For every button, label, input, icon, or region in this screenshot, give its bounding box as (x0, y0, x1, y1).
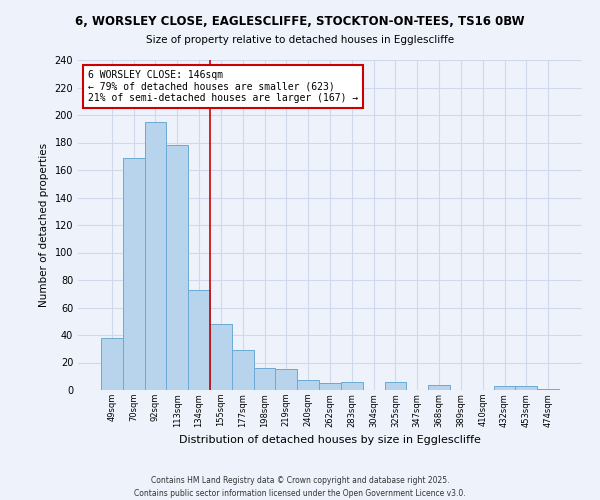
Text: Size of property relative to detached houses in Egglescliffe: Size of property relative to detached ho… (146, 35, 454, 45)
Bar (123, 158, 145, 390)
Bar (166, 145, 188, 390)
Bar (101, 338, 123, 390)
Bar (515, 386, 537, 390)
Text: Contains HM Land Registry data © Crown copyright and database right 2025.
Contai: Contains HM Land Registry data © Crown c… (134, 476, 466, 498)
Bar (428, 384, 450, 390)
Bar (232, 350, 254, 390)
Bar (385, 382, 406, 390)
Bar (254, 368, 275, 390)
Bar (188, 290, 210, 390)
X-axis label: Distribution of detached houses by size in Egglescliffe: Distribution of detached houses by size … (179, 435, 481, 445)
Bar (275, 370, 297, 390)
Bar (210, 324, 232, 390)
Bar (145, 122, 166, 390)
Y-axis label: Number of detached properties: Number of detached properties (39, 143, 49, 307)
Text: 6, WORSLEY CLOSE, EAGLESCLIFFE, STOCKTON-ON-TEES, TS16 0BW: 6, WORSLEY CLOSE, EAGLESCLIFFE, STOCKTON… (75, 15, 525, 28)
Bar (341, 382, 363, 390)
Bar (297, 380, 319, 390)
Bar (494, 386, 515, 390)
Text: 6 WORSLEY CLOSE: 146sqm
← 79% of detached houses are smaller (623)
21% of semi-d: 6 WORSLEY CLOSE: 146sqm ← 79% of detache… (88, 70, 358, 103)
Bar (537, 388, 559, 390)
Bar (319, 383, 341, 390)
